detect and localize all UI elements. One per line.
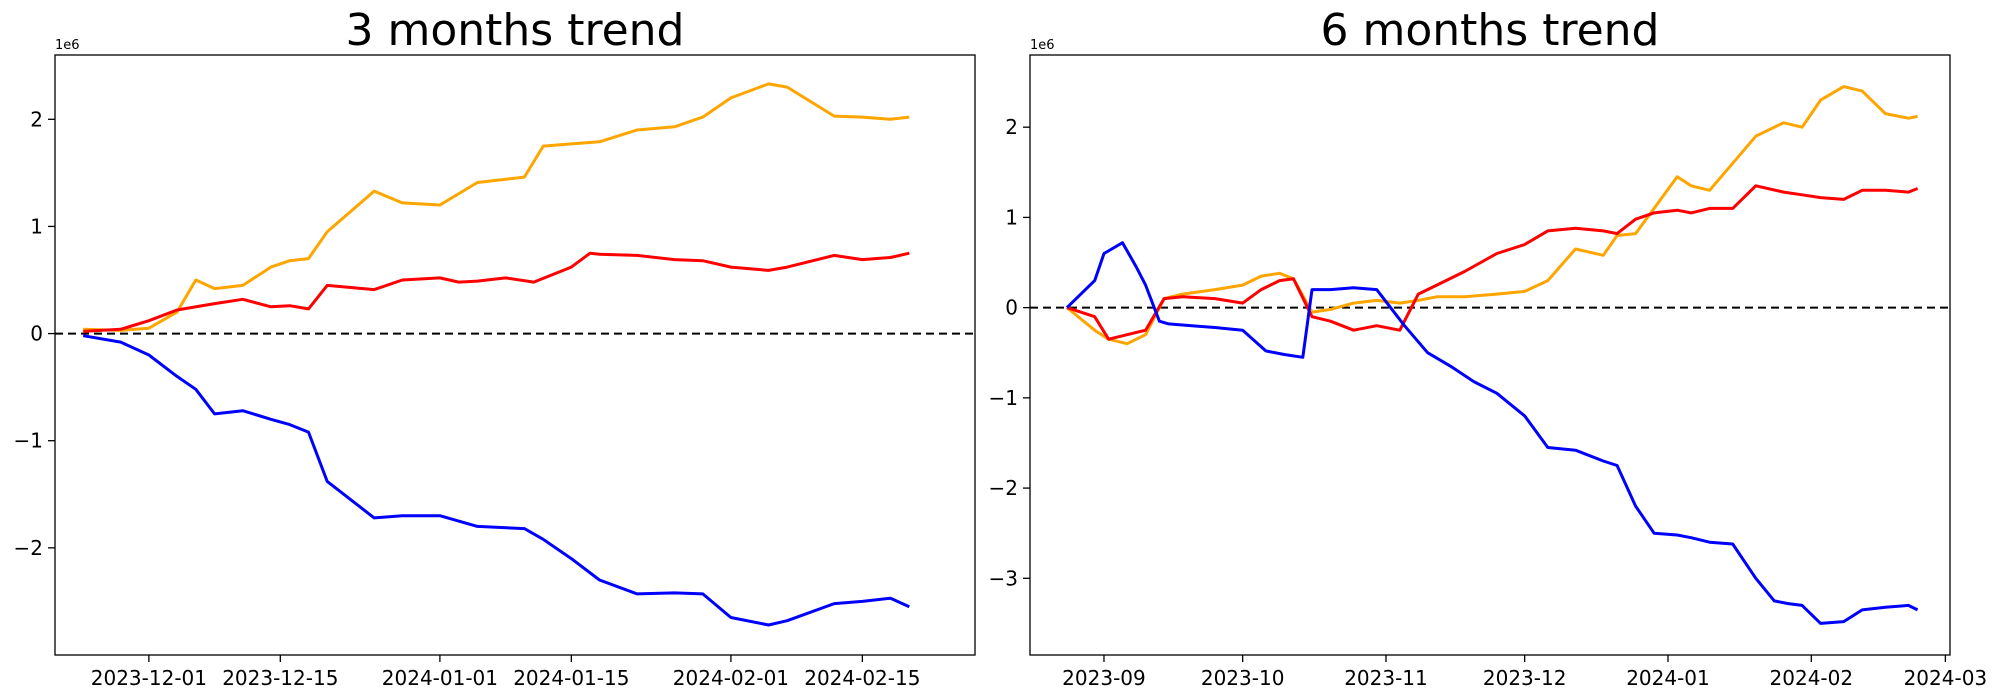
y-tick-label: −2 bbox=[989, 476, 1018, 500]
y-axis-multiplier: 1e6 bbox=[1030, 38, 1055, 53]
x-tick-label: 2023-10 bbox=[1201, 666, 1285, 690]
y-tick-label: 1 bbox=[1005, 205, 1018, 229]
x-tick-label: 2024-01-01 bbox=[382, 666, 498, 690]
series-line-2 bbox=[82, 334, 910, 627]
x-tick-label: 2024-02-01 bbox=[673, 666, 789, 690]
y-tick-label: 2 bbox=[30, 107, 43, 131]
y-tick-label: −1 bbox=[14, 429, 43, 453]
x-tick-label: 2023-09 bbox=[1062, 666, 1146, 690]
chart-title: 3 months trend bbox=[346, 5, 685, 56]
y-tick-label: 0 bbox=[1005, 296, 1018, 320]
x-tick-label: 2024-02 bbox=[1770, 666, 1854, 690]
y-tick-label: −3 bbox=[989, 566, 1018, 590]
x-tick-label: 2024-01-15 bbox=[513, 666, 629, 690]
y-tick-label: −1 bbox=[989, 386, 1018, 410]
series-line-0 bbox=[83, 82, 910, 332]
x-tick-label: 2024-03 bbox=[1904, 666, 1988, 690]
x-tick-label: 2024-02-15 bbox=[804, 666, 920, 690]
y-tick-label: 1 bbox=[30, 214, 43, 238]
x-tick-label: 2024-01 bbox=[1626, 666, 1710, 690]
series-line-0 bbox=[1066, 85, 1918, 346]
x-tick-label: 2023-12 bbox=[1483, 666, 1567, 690]
chart-panel-6-months: 6 months trend 1e6 2 1 0 −1 −2 −3 2023-09 2023-… bbox=[989, 5, 1988, 690]
y-tick-label: 0 bbox=[30, 322, 43, 346]
plot-frame bbox=[54, 54, 976, 656]
series-line-1 bbox=[83, 251, 910, 333]
x-tick-label: 2023-11 bbox=[1344, 666, 1428, 690]
x-tick-label: 2023-12-01 bbox=[91, 666, 207, 690]
x-tick-label: 2023-12-15 bbox=[222, 666, 338, 690]
chart-panel-3-months: 3 months trend 1e6 2 1 0 −1 −2 2023-12-01 2023… bbox=[14, 5, 976, 690]
y-tick-label: −2 bbox=[14, 536, 43, 560]
chart-title: 6 months trend bbox=[1321, 5, 1660, 56]
y-tick-label: 2 bbox=[1005, 115, 1018, 139]
series-line-1 bbox=[1066, 184, 1919, 341]
plot-frame bbox=[1029, 54, 1951, 656]
series-line-2 bbox=[1065, 241, 1919, 625]
y-axis-multiplier: 1e6 bbox=[55, 38, 80, 53]
